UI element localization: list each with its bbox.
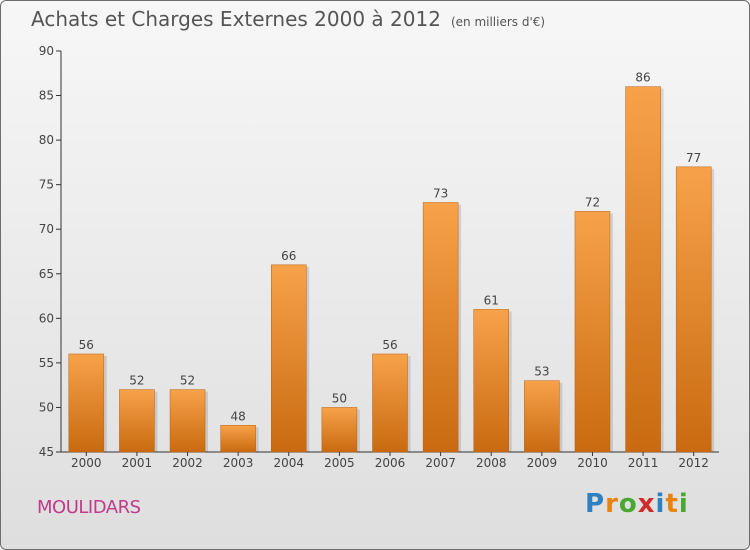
bar: [321, 407, 358, 453]
y-tick-label: 55: [39, 356, 54, 370]
bar-value-label: 48: [231, 409, 246, 423]
x-tick-label: 2007: [425, 456, 456, 470]
y-tick-label: 60: [39, 311, 54, 325]
y-tick-label: 50: [39, 400, 54, 414]
x-tick-label: 2011: [628, 456, 659, 470]
proxiti-logo: Proxiti: [585, 489, 689, 519]
x-tick-label: 2010: [577, 456, 608, 470]
y-tick-label: 85: [39, 89, 54, 103]
bar: [524, 380, 560, 453]
bar-value-label: 53: [534, 365, 549, 379]
y-tick-label: 45: [39, 445, 54, 459]
bar: [271, 264, 307, 453]
bar: [574, 211, 611, 453]
bar-value-label: 50: [332, 391, 347, 405]
x-tick-label: 2005: [324, 456, 355, 470]
x-tick-label: 2000: [71, 456, 102, 470]
x-tick-label: 2006: [375, 456, 406, 470]
bar-value-label: 52: [180, 374, 195, 388]
bar: [473, 309, 509, 453]
x-tick-label: 2009: [527, 456, 558, 470]
bar: [372, 353, 408, 453]
bar-value-label: 72: [585, 195, 600, 209]
x-tick-label: 2008: [476, 456, 507, 470]
y-tick-label: 65: [39, 267, 54, 281]
chart-title-text: Achats et Charges Externes 2000 à 2012: [31, 7, 441, 31]
bar-value-label: 73: [433, 186, 448, 200]
bar: [68, 353, 105, 453]
bar: [119, 389, 155, 453]
bar: [220, 425, 256, 453]
bar-value-label: 61: [484, 293, 499, 307]
bar: [625, 86, 661, 453]
bar: [169, 389, 206, 453]
y-tick-label: 90: [39, 44, 54, 58]
x-tick-label: 2003: [223, 456, 254, 470]
bar-value-label: 86: [635, 71, 650, 85]
bar: [675, 166, 712, 453]
x-tick-label: 2004: [273, 456, 304, 470]
bar: [422, 202, 459, 453]
bar-value-label: 52: [129, 374, 144, 388]
x-tick-label: 2012: [678, 456, 709, 470]
bar-value-label: 77: [686, 151, 701, 165]
chart-title: Achats et Charges Externes 2000 à 2012 (e…: [31, 7, 545, 31]
bar-value-label: 56: [79, 338, 94, 352]
x-tick-label: 2001: [122, 456, 153, 470]
bar-value-label: 66: [281, 249, 296, 263]
chart-unit-label: (en milliers d'€): [450, 15, 546, 29]
x-tick-label: 2002: [172, 456, 203, 470]
bar-value-label: 56: [382, 338, 397, 352]
y-tick-label: 70: [39, 222, 54, 236]
y-tick-label: 80: [39, 133, 54, 147]
y-tick-label: 75: [39, 178, 54, 192]
commune-name: MOULIDARS: [37, 497, 141, 518]
